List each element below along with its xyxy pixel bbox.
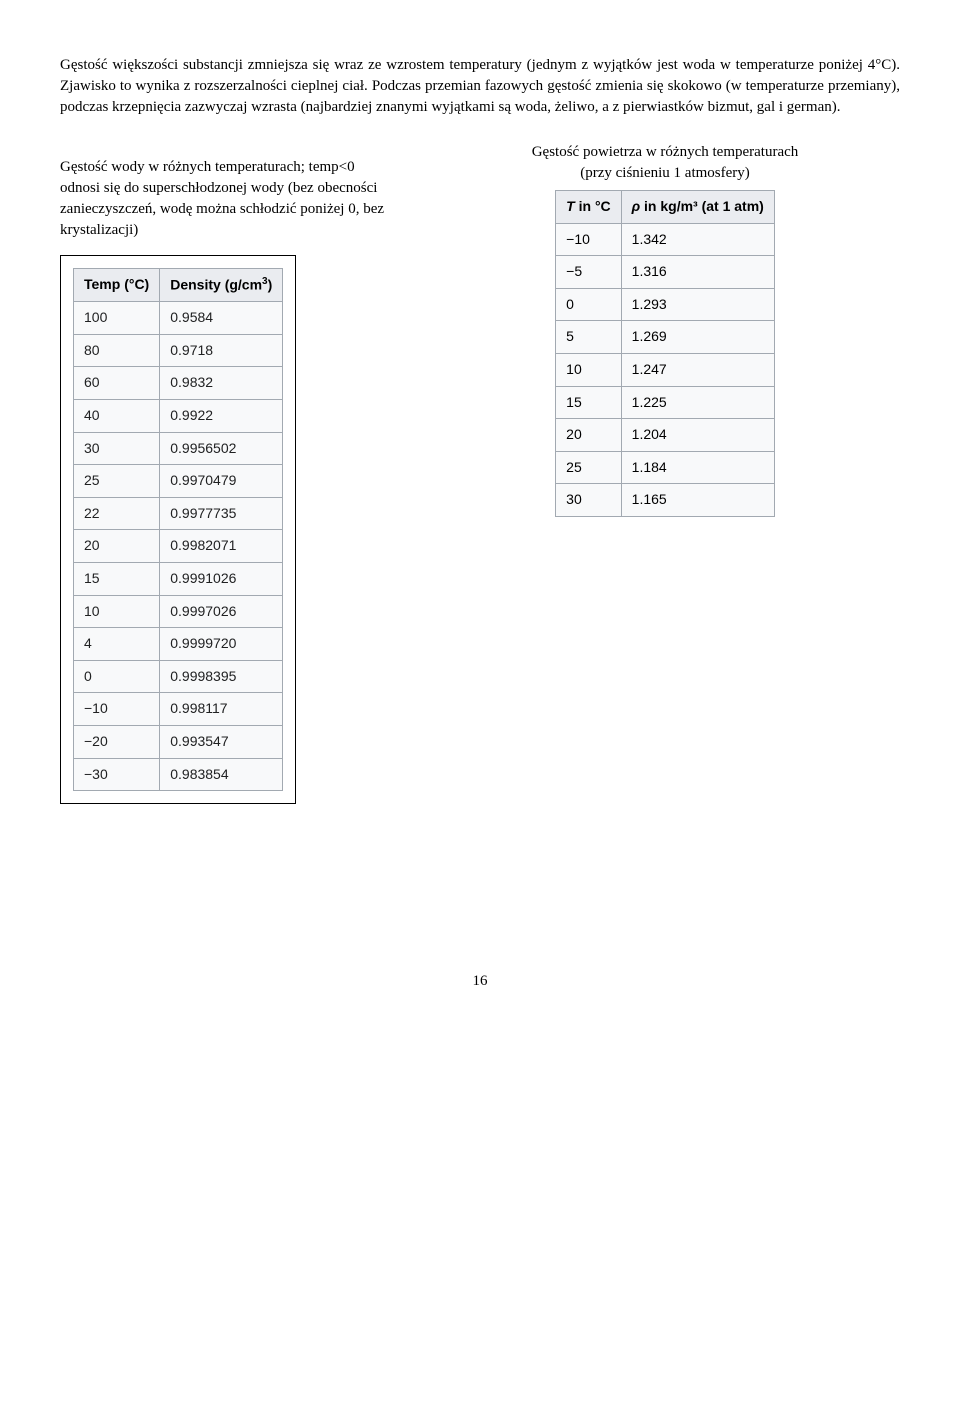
cell: 25 (556, 451, 622, 484)
cell: 0.9956502 (160, 432, 283, 465)
cell: 0.9584 (160, 302, 283, 335)
air-caption: Gęstość powietrza w różnych temperaturac… (532, 142, 799, 184)
page-number: 16 (60, 971, 900, 992)
table-row: 100.9997026 (74, 595, 283, 628)
water-table-wrap: Temp (°C) Density (g/cm3) 1000.9584 800.… (60, 255, 296, 804)
air-caption-line2: (przy ciśnieniu 1 atmosfery) (580, 165, 750, 181)
table-row: 51.269 (556, 321, 775, 354)
cell: 1.247 (621, 353, 774, 386)
cell: 0.9922 (160, 400, 283, 433)
cell: 1.184 (621, 451, 774, 484)
cell: 0.9997026 (160, 595, 283, 628)
table-row: 200.9982071 (74, 530, 283, 563)
cell: 10 (556, 353, 622, 386)
rho-suffix: in kg/m³ (at 1 atm) (640, 198, 764, 214)
cell: 1.204 (621, 419, 774, 452)
cell: −30 (74, 758, 160, 791)
cell: 1.316 (621, 256, 774, 289)
table-row: 301.165 (556, 484, 775, 517)
table-row: −200.993547 (74, 725, 283, 758)
table-row: 00.9998395 (74, 660, 283, 693)
right-column: Gęstość powietrza w różnych temperaturac… (430, 142, 900, 811)
table-row: −300.983854 (74, 758, 283, 791)
table-row: 300.9956502 (74, 432, 283, 465)
cell: 0.9718 (160, 334, 283, 367)
cell: 1.225 (621, 386, 774, 419)
cell: 40 (74, 400, 160, 433)
cell: 0.9998395 (160, 660, 283, 693)
cell: −10 (556, 223, 622, 256)
intro-paragraph: Gęstość większości substancji zmniejsza … (60, 55, 900, 118)
density-prefix: Density (g/cm (170, 277, 262, 293)
table-row: 151.225 (556, 386, 775, 419)
cell: 1.293 (621, 288, 774, 321)
table-row: −100.998117 (74, 693, 283, 726)
cell: 0.983854 (160, 758, 283, 791)
water-th-density: Density (g/cm3) (160, 269, 283, 302)
left-column: Gęstość wody w różnych temperaturach; te… (60, 142, 390, 811)
cell: 15 (74, 563, 160, 596)
cell: 100 (74, 302, 160, 335)
rho-italic: ρ (632, 198, 640, 214)
table-row: 251.184 (556, 451, 775, 484)
air-caption-line1: Gęstość powietrza w różnych temperaturac… (532, 144, 799, 160)
cell: 30 (74, 432, 160, 465)
cell: 0.9832 (160, 367, 283, 400)
table-row: 1000.9584 (74, 302, 283, 335)
table-row: 220.9977735 (74, 497, 283, 530)
cell: 15 (556, 386, 622, 419)
water-caption: Gęstość wody w różnych temperaturach; te… (60, 157, 390, 241)
air-tbody: −101.342 −51.316 01.293 51.269 101.247 1… (556, 223, 775, 516)
cell: −5 (556, 256, 622, 289)
table-row: 01.293 (556, 288, 775, 321)
table-row: 400.9922 (74, 400, 283, 433)
cell: 22 (74, 497, 160, 530)
cell: 30 (556, 484, 622, 517)
water-density-table: Temp (°C) Density (g/cm3) 1000.9584 800.… (73, 268, 283, 791)
water-tbody: 1000.9584 800.9718 600.9832 400.9922 300… (74, 302, 283, 791)
table-row: −101.342 (556, 223, 775, 256)
table-row: 250.9970479 (74, 465, 283, 498)
table-row: 800.9718 (74, 334, 283, 367)
air-th-temp: T in °C (556, 191, 622, 224)
air-th-rho: ρ in kg/m³ (at 1 atm) (621, 191, 774, 224)
air-density-table: T in °C ρ in kg/m³ (at 1 atm) −101.342 −… (555, 190, 775, 517)
cell: 0.9991026 (160, 563, 283, 596)
cell: 1.269 (621, 321, 774, 354)
cell: 4 (74, 628, 160, 661)
table-row: 600.9832 (74, 367, 283, 400)
cell: 0.9999720 (160, 628, 283, 661)
table-row: 201.204 (556, 419, 775, 452)
cell: 0.9982071 (160, 530, 283, 563)
cell: −10 (74, 693, 160, 726)
cell: 0.9970479 (160, 465, 283, 498)
t-suffix: in °C (575, 198, 611, 214)
cell: 80 (74, 334, 160, 367)
cell: 0.998117 (160, 693, 283, 726)
table-row: −51.316 (556, 256, 775, 289)
cell: 1.165 (621, 484, 774, 517)
cell: 0 (74, 660, 160, 693)
cell: 0.9977735 (160, 497, 283, 530)
cell: 20 (74, 530, 160, 563)
cell: 60 (74, 367, 160, 400)
cell: 10 (74, 595, 160, 628)
cell: 20 (556, 419, 622, 452)
cell: 0.993547 (160, 725, 283, 758)
two-column-layout: Gęstość wody w różnych temperaturach; te… (60, 142, 900, 811)
cell: −20 (74, 725, 160, 758)
water-th-temp: Temp (°C) (74, 269, 160, 302)
cell: 0 (556, 288, 622, 321)
table-row: 150.9991026 (74, 563, 283, 596)
density-suffix: ) (268, 277, 273, 293)
t-italic: T (566, 198, 575, 214)
table-row: 40.9999720 (74, 628, 283, 661)
table-row: 101.247 (556, 353, 775, 386)
cell: 5 (556, 321, 622, 354)
cell: 25 (74, 465, 160, 498)
cell: 1.342 (621, 223, 774, 256)
